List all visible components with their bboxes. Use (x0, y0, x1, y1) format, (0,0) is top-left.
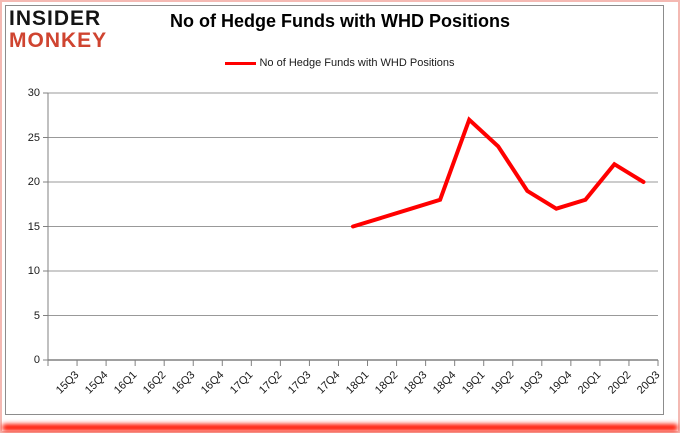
chart-title: No of Hedge Funds with WHD Positions (170, 11, 510, 31)
chart-area-border (5, 5, 664, 415)
insider-monkey-logo: INSIDER MONKEY (9, 8, 107, 51)
legend-line-swatch (225, 61, 257, 65)
bottom-red-glow (2, 424, 678, 431)
logo-insider-text: INSIDER (9, 7, 102, 30)
logo-monkey-text: MONKEY (9, 29, 108, 52)
series-line (351, 116, 646, 229)
chart-legend: No of Hedge Funds with WHD Positions (0, 57, 680, 69)
legend-label: No of Hedge Funds with WHD Positions (259, 57, 455, 69)
